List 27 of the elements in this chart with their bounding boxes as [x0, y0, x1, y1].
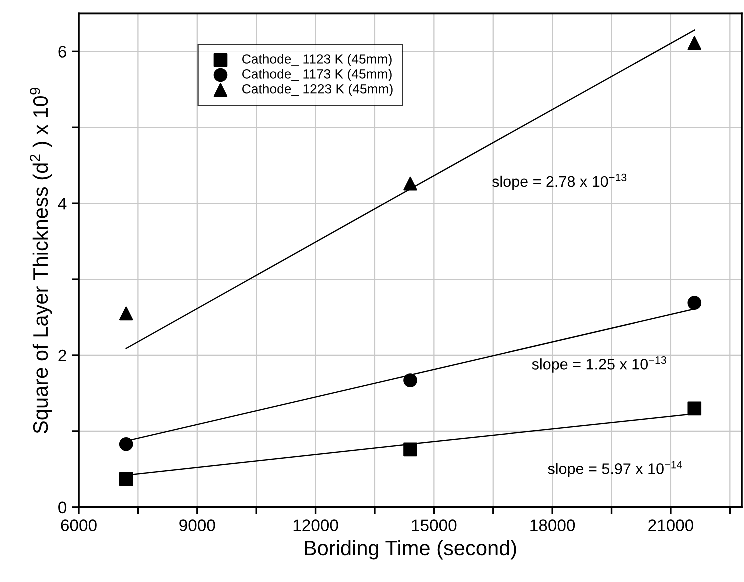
legend-label: Cathode_ 1223 K (45mm) [242, 84, 393, 96]
x-tick-label: 21000 [648, 520, 694, 532]
point [119, 437, 134, 452]
y-axis-title: Square of Layer Thickness (d$^{2}$ ) x 10$^{9}$ [30, 88, 52, 434]
point [688, 36, 702, 50]
point [404, 442, 418, 457]
point [119, 472, 134, 486]
point [404, 374, 418, 388]
annotation: slope = 5.97 x 10$^{−14}$ [548, 461, 682, 478]
x-tick-label: 6000 [61, 520, 97, 532]
x-tick-label: 12000 [294, 520, 338, 532]
y-tick-label: 2 [58, 350, 66, 362]
y-tick-label: 0 [58, 502, 67, 514]
point [404, 176, 418, 191]
x-tick-label: 9000 [180, 520, 216, 532]
annotation: slope = 2.78 x 10$^{−13}$ [492, 174, 627, 190]
y-tick-label: 6 [58, 46, 66, 58]
x-axis-title: Boriding Time (second) [305, 540, 516, 560]
y-tick-label: 4 [58, 198, 67, 210]
legend-label: Cathode_ 1123 K (45mm) [242, 54, 392, 67]
point [688, 296, 702, 310]
annotation: slope = 1.25 x 10$^{−13}$ [532, 356, 666, 373]
point [688, 402, 702, 416]
x-tick-label: 18000 [530, 520, 576, 532]
x-tick-label: 15000 [412, 520, 457, 532]
legend-label: Cathode_ 1173 K (45mm) [242, 69, 392, 82]
point [119, 306, 134, 321]
